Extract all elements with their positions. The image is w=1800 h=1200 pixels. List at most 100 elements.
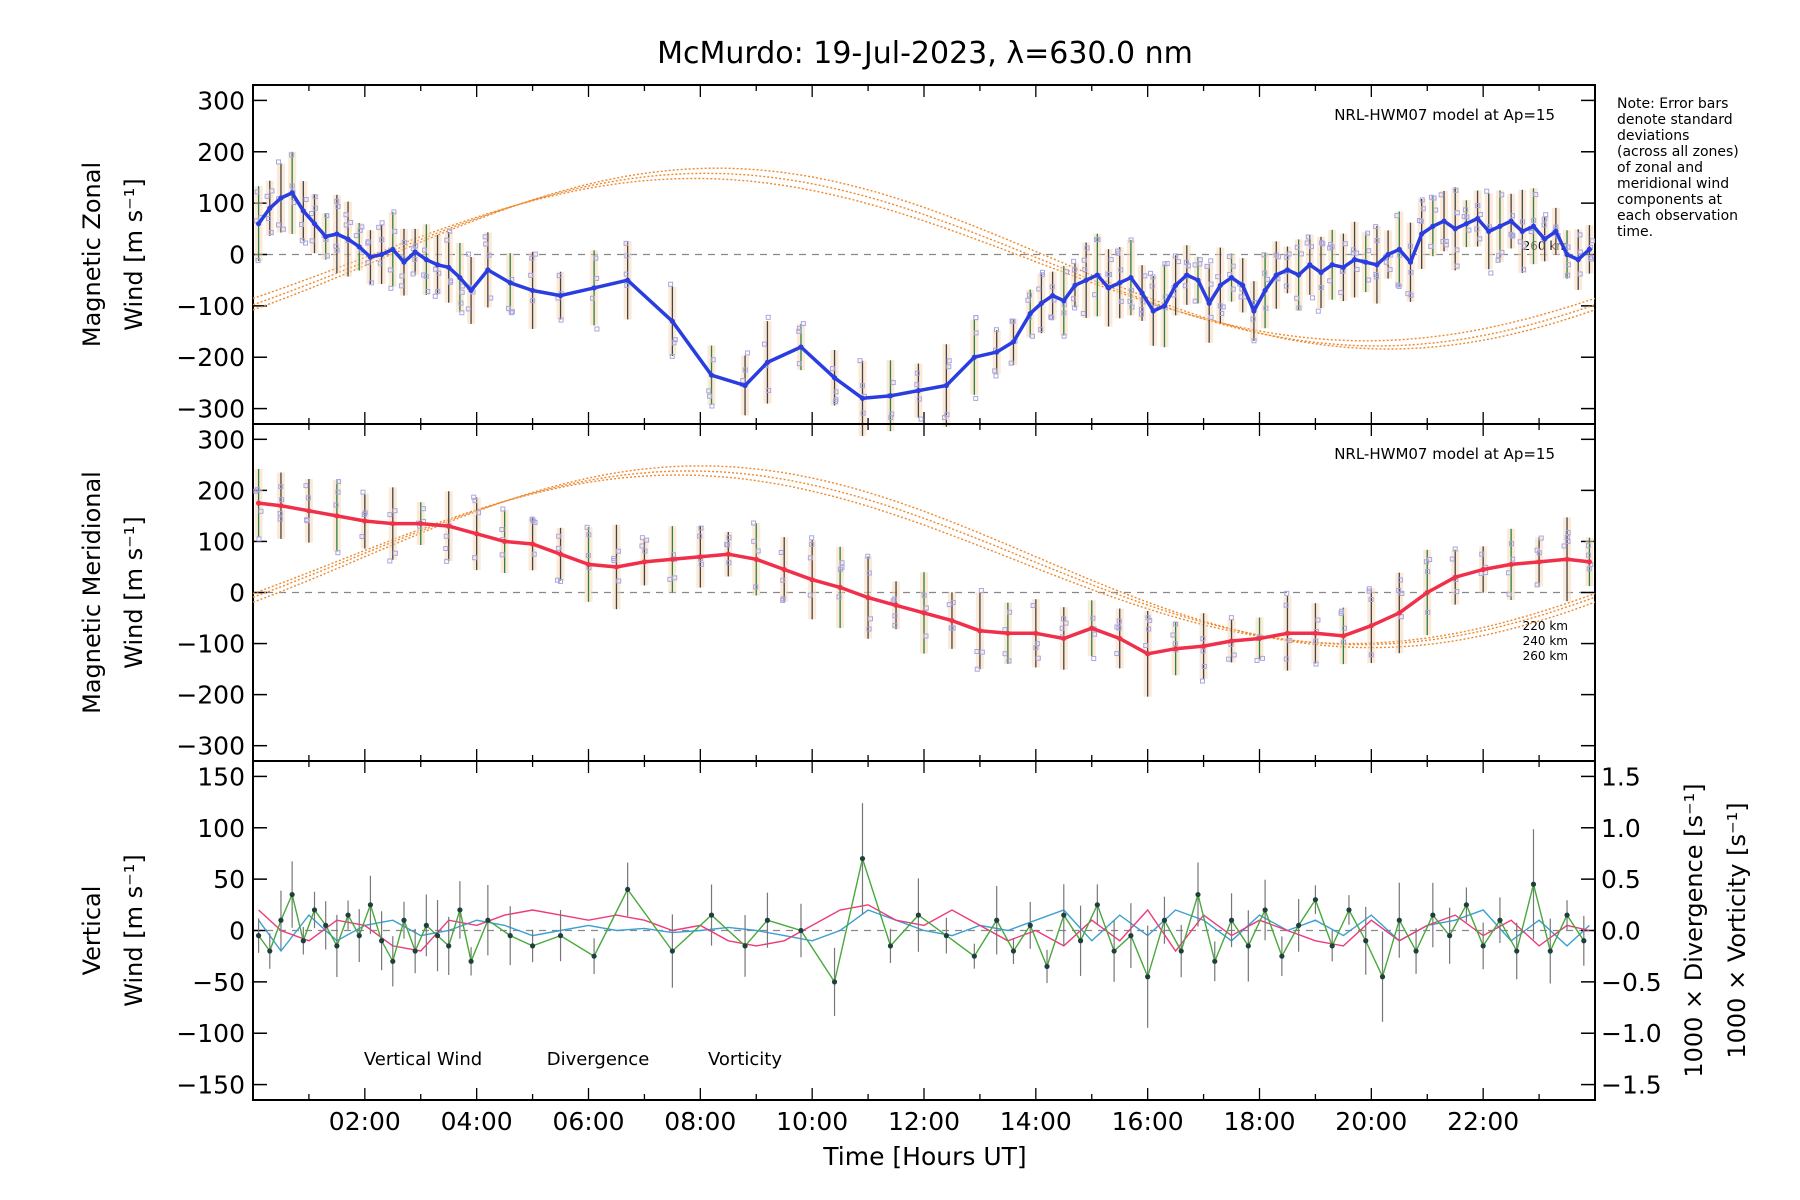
wind-point	[1463, 221, 1469, 227]
vertical-wind-point	[1195, 891, 1201, 898]
zone-point	[751, 520, 757, 526]
zone-point	[500, 506, 506, 512]
zone-point	[458, 300, 464, 306]
altitude-label: 260 km	[1523, 649, 1568, 663]
zone-point	[530, 298, 536, 304]
zone-point	[289, 152, 295, 158]
vertical-wind-point	[367, 902, 374, 908]
wind-point	[949, 617, 955, 624]
wind-point	[1407, 259, 1414, 265]
zone-point	[706, 388, 712, 394]
zone-point	[707, 393, 713, 399]
zone-point	[304, 517, 310, 523]
zone-point	[698, 561, 704, 567]
wind-point	[1452, 574, 1458, 580]
zone-point	[377, 260, 383, 266]
zone-point	[1319, 240, 1325, 246]
wind-point	[306, 508, 312, 514]
wind-point	[390, 520, 396, 527]
zone-point	[1298, 251, 1304, 257]
zone-point	[833, 389, 839, 395]
vertical-wind-point	[915, 912, 922, 918]
legend-entry: Vertical Wind	[364, 1049, 482, 1070]
zone-point	[1327, 278, 1333, 284]
zone-point	[993, 373, 999, 379]
zone-point	[1072, 267, 1078, 273]
right-tick-label: 1.5	[1601, 762, 1641, 791]
zone-point	[459, 310, 465, 316]
wind-point	[345, 236, 351, 242]
y-tick-label: −300	[176, 732, 245, 761]
zone-point	[558, 578, 564, 584]
vertical-wind-point	[1212, 958, 1218, 964]
zone-point	[1036, 286, 1042, 292]
vertical-wind-point	[591, 953, 597, 959]
wind-point	[1262, 287, 1268, 294]
zone-point	[334, 198, 340, 204]
zone-point	[387, 512, 393, 518]
zone-point	[993, 327, 999, 333]
zone-point	[278, 484, 284, 490]
zone-point	[1273, 252, 1279, 258]
wind-point	[1228, 275, 1235, 281]
zone-point	[1586, 552, 1592, 558]
zone-point	[1116, 618, 1122, 624]
vertical-wind-point	[742, 943, 748, 949]
zone-point	[483, 241, 489, 247]
error-bars	[254, 469, 1594, 697]
zone-point	[623, 240, 629, 246]
zone-point	[765, 314, 771, 320]
zone-point	[859, 383, 865, 389]
vertical-wind-point	[379, 938, 385, 944]
wind-point	[1105, 285, 1112, 291]
zone-point	[289, 183, 295, 189]
zone-point	[324, 213, 330, 219]
zone-point	[1082, 267, 1088, 273]
zone-point	[499, 527, 505, 533]
zone-point	[584, 524, 590, 530]
zone-point	[1265, 276, 1271, 282]
wind-point	[1312, 630, 1319, 636]
wind-point	[837, 584, 843, 590]
zone-point	[1147, 270, 1153, 276]
wind-point	[529, 287, 536, 294]
zone-point	[482, 234, 488, 240]
vertical-wind-point	[1564, 912, 1570, 918]
zone-point	[255, 258, 261, 264]
zone-point	[914, 382, 920, 388]
zone-point	[359, 534, 365, 540]
zone-point	[973, 315, 979, 321]
zone-point	[258, 508, 264, 514]
y-tick-label: 0	[229, 579, 245, 608]
y-tick-label: 0	[229, 917, 245, 946]
zone-point	[1478, 211, 1484, 217]
zone-point	[1039, 269, 1045, 275]
right-tick-label: −1.0	[1601, 1019, 1662, 1048]
wind-point	[1173, 282, 1179, 288]
zone-point	[472, 498, 478, 504]
zone-point	[1399, 590, 1405, 596]
zone-point	[1486, 224, 1492, 230]
legend-entry: Vorticity	[708, 1049, 782, 1070]
zone-point	[1577, 232, 1583, 238]
zone-point	[365, 239, 371, 245]
zone-point	[836, 594, 842, 600]
zone-point	[709, 403, 715, 409]
zone-point	[1443, 242, 1449, 248]
note-line: Note: Error bars	[1617, 96, 1728, 112]
vertical-wind-point	[1044, 963, 1050, 970]
zone-point	[1006, 658, 1012, 664]
zone-point	[1585, 543, 1591, 549]
wind-point	[1061, 298, 1067, 304]
x-tick-label: 18:00	[1223, 1107, 1295, 1136]
wind-point	[753, 556, 759, 562]
wind-point	[323, 233, 329, 240]
wind-point	[1083, 277, 1089, 283]
wind-point	[1061, 635, 1067, 642]
zone-point	[916, 396, 922, 402]
vertical-wind-point	[1061, 912, 1067, 918]
zone-point	[1008, 360, 1014, 366]
zone-point	[1251, 338, 1257, 344]
zone-point	[436, 270, 442, 276]
